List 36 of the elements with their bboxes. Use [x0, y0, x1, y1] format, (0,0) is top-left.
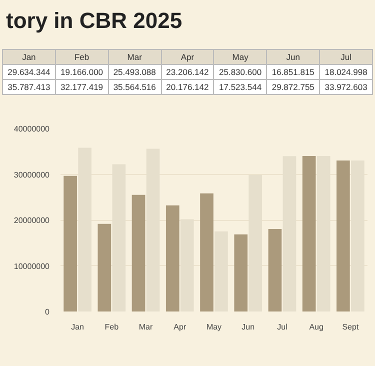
- x-tick-label: Aug: [309, 322, 324, 332]
- y-tick-label: 30000000: [14, 170, 50, 180]
- x-tick-label: May: [206, 322, 222, 332]
- text: 18.024.998: [320, 64, 372, 80]
- y-tick-label: 40000000: [14, 124, 50, 134]
- text: 17.523.544: [214, 80, 267, 95]
- category-label: Jan: [22, 52, 36, 62]
- x-tick-label: Jul: [277, 322, 288, 332]
- text: 16.851.815: [266, 64, 320, 80]
- text: 29.872.755: [266, 80, 320, 95]
- category-label: May: [232, 52, 248, 62]
- x-tick-label: Jan: [71, 322, 84, 332]
- text: 35.787.413: [2, 80, 56, 95]
- x-tick-label: Mar: [138, 322, 153, 332]
- text: 25.830.600: [214, 64, 267, 80]
- category-label: Feb: [74, 52, 90, 62]
- text: 19.166.000: [55, 64, 108, 80]
- text: 32.177.419: [55, 80, 108, 95]
- text: 25.493.088: [108, 64, 162, 80]
- category-label: Mar: [127, 52, 142, 62]
- text: 33.972.603: [320, 80, 372, 95]
- x-tick-label: Sept: [342, 322, 360, 332]
- y-tick-label: 0: [45, 308, 50, 316]
- text: 35.564.516: [108, 80, 162, 95]
- x-tick-label: Apr: [174, 322, 186, 332]
- y-tick-label: 20000000: [14, 216, 50, 225]
- text: 23.206.142: [161, 64, 214, 80]
- category-label: Jun: [286, 52, 300, 62]
- x-tick-label: Jun: [242, 322, 255, 332]
- category-label: Jul: [340, 52, 352, 62]
- text: 20.176.142: [161, 80, 214, 95]
- y-tick-label: 10000000: [14, 262, 50, 271]
- category-label: Apr: [180, 52, 194, 62]
- chart-title: tory in CBR 2025: [6, 7, 182, 35]
- text: 29.634.344: [2, 64, 56, 80]
- x-tick-label: Feb: [104, 322, 120, 332]
